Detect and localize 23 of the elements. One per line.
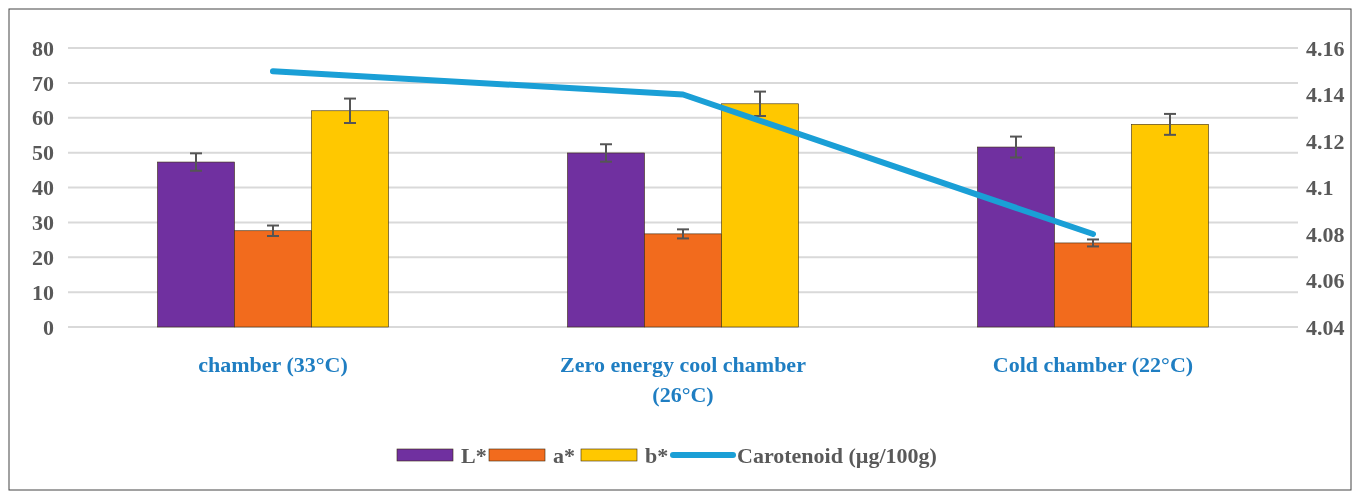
y2-tick-label: 4.08: [1306, 221, 1345, 247]
x-tick-label: Zero energy cool chamber (26°C): [560, 352, 807, 407]
y-tick-label: 70: [32, 70, 54, 96]
y2-tick-label: 4.12: [1306, 128, 1345, 154]
legend-label: L*: [461, 442, 487, 468]
legend-label: a*: [553, 442, 575, 468]
y-tick-label: 10: [32, 279, 54, 305]
x-tick-label: chamber (33°C): [198, 352, 348, 377]
y2-tick-label: 4.04: [1306, 314, 1345, 340]
y2-tick-label: 4.1: [1306, 175, 1334, 201]
y-tick-label: 60: [32, 105, 54, 131]
y-tick-label: 0: [43, 314, 54, 340]
x-tick-label: Cold chamber (22°C): [992, 352, 1194, 377]
y2-tick-label: 4.16: [1306, 35, 1345, 61]
y2-tick-label: 4.06: [1306, 268, 1345, 294]
legend-label: Carotenoid (µg/100g): [737, 442, 937, 468]
y-tick-label: 80: [32, 35, 54, 61]
y-tick-label: 40: [32, 175, 54, 201]
y-tick-label: 30: [32, 210, 54, 236]
y-tick-label: 50: [32, 140, 54, 166]
y-tick-label: 20: [32, 244, 54, 270]
y2-tick-label: 4.14: [1306, 82, 1345, 108]
legend-label: b*: [645, 442, 669, 468]
